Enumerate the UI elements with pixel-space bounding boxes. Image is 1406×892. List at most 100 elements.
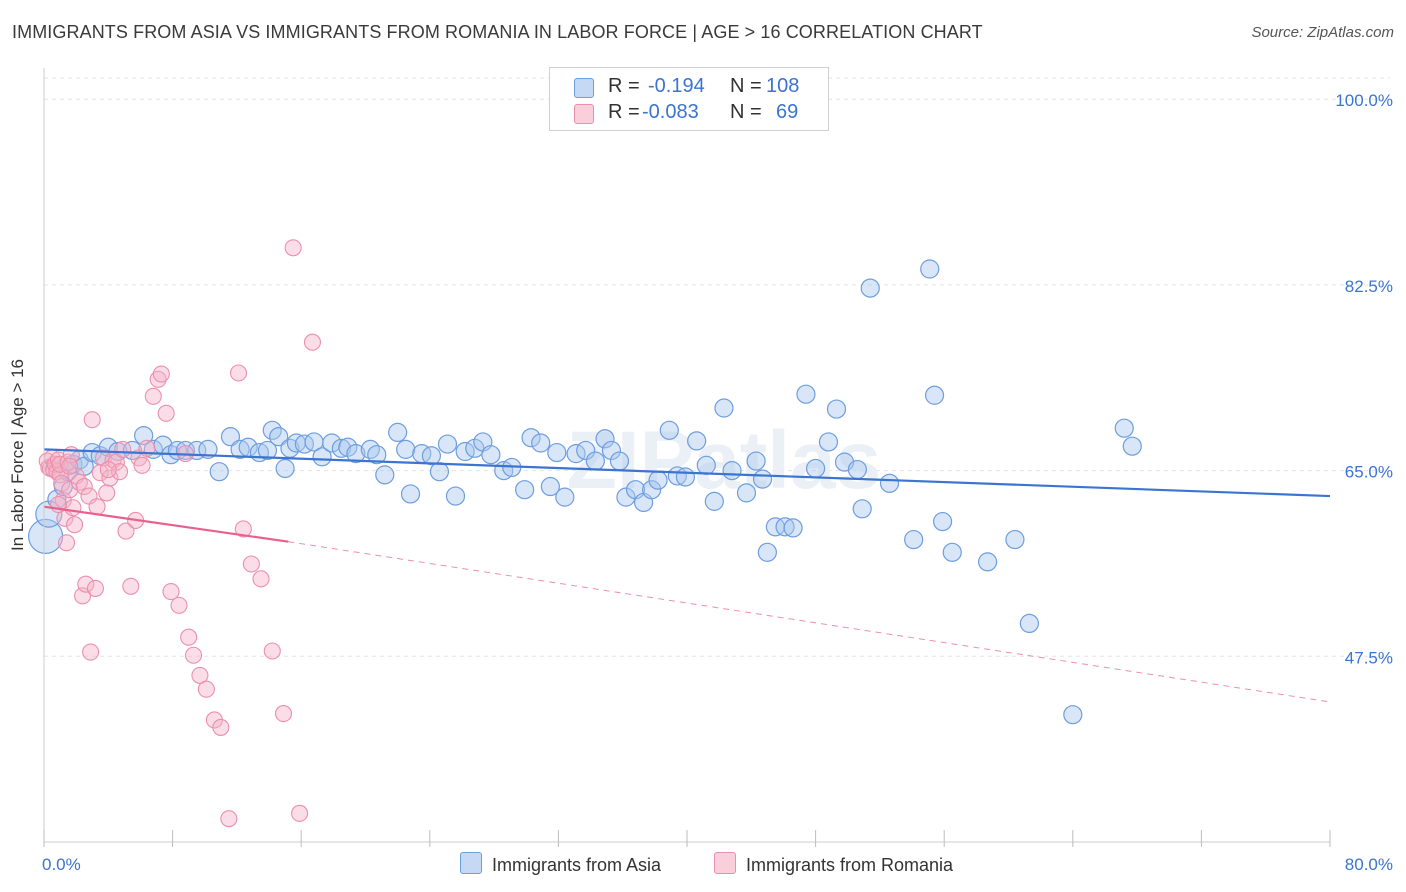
romania-point: [157, 404, 175, 422]
romania-point: [61, 457, 79, 475]
y-tick-label: 100.0%: [1335, 91, 1393, 110]
legend-item-asia: Immigrants from Asia: [460, 852, 661, 876]
romania-n-label: N =: [730, 101, 762, 123]
asia-point: [540, 476, 560, 497]
asia-point: [515, 480, 535, 500]
romania-point: [99, 460, 117, 479]
asia-point: [796, 384, 816, 404]
chart-title: IMMIGRANTS FROM ASIA VS IMMIGRANTS FROM …: [12, 22, 983, 42]
romania-r-label: R =: [608, 101, 640, 123]
romania-point: [83, 411, 101, 429]
asia-point: [421, 446, 442, 466]
romania-trendline-extension: [288, 541, 1331, 703]
asia-point: [696, 455, 716, 475]
x-tick-label: 80.0%: [1345, 855, 1393, 874]
asia-point: [1114, 418, 1134, 438]
asia-n-value: 108: [766, 75, 800, 97]
romania-point: [184, 646, 203, 664]
legend-romania-swatch: [714, 852, 736, 874]
romania-point: [114, 440, 132, 458]
legend-romania-label: Immigrants from Romania: [746, 855, 954, 875]
stats-row-romania: R = -0.083 N = 69: [550, 101, 828, 127]
romania-point: [65, 516, 84, 534]
asia-point: [752, 469, 773, 489]
romania-point: [191, 666, 209, 684]
asia-point: [847, 459, 867, 480]
asia-point: [275, 458, 295, 479]
romania-point: [98, 484, 116, 502]
asia-point: [269, 427, 289, 447]
asia-point: [659, 420, 679, 440]
asia-point: [818, 432, 839, 452]
romania-swatch: [574, 104, 594, 124]
asia-point: [360, 439, 380, 459]
romania-point: [152, 365, 170, 383]
x-tick-label: 0.0%: [42, 855, 81, 874]
asia-point: [932, 511, 953, 532]
asia-point: [209, 462, 229, 482]
asia-point: [481, 445, 501, 465]
asia-point: [852, 499, 872, 519]
asia-point: [547, 442, 567, 463]
asia-point: [609, 451, 630, 471]
asia-point: [757, 542, 777, 562]
romania-point: [101, 469, 119, 487]
y-axis-label: In Labor Force | Age > 16: [8, 358, 27, 552]
asia-point: [346, 444, 366, 464]
asia-point: [312, 447, 332, 467]
asia-point: [648, 470, 668, 490]
romania-point: [57, 534, 76, 552]
romania-point: [234, 520, 252, 538]
romania-point: [86, 579, 104, 597]
asia-point: [616, 487, 636, 507]
asia-point: [904, 529, 924, 550]
stats-box: R = -0.194 N = 108 R = -0.083 N = 69: [549, 67, 829, 131]
asia-point: [375, 465, 395, 485]
romania-point: [274, 705, 293, 723]
asia-point: [437, 434, 458, 454]
asia-r-label: R =: [608, 75, 640, 97]
asia-point: [675, 467, 695, 487]
asia-point: [826, 399, 847, 419]
asia-point: [920, 259, 940, 279]
stats-row-asia: R = -0.194 N = 108: [550, 75, 828, 101]
romania-n-value: 69: [776, 101, 799, 123]
asia-point: [924, 385, 945, 405]
asia-point: [601, 440, 622, 461]
asia-point: [642, 480, 662, 500]
romania-point: [64, 499, 82, 517]
asia-point: [722, 461, 742, 481]
romania-point: [284, 239, 302, 257]
asia-point: [367, 445, 387, 465]
romania-point: [88, 498, 106, 516]
asia-point: [294, 434, 315, 454]
romania-point: [144, 387, 162, 405]
asia-point: [942, 542, 962, 562]
romania-point: [212, 718, 230, 736]
asia-point: [521, 428, 541, 448]
asia-point: [1063, 705, 1083, 725]
asia-point: [704, 491, 724, 511]
asia-point: [1019, 613, 1039, 634]
romania-point: [220, 810, 238, 828]
asia-point: [198, 439, 218, 459]
asia-point: [1122, 436, 1142, 456]
romania-point: [291, 804, 309, 822]
asia-point: [687, 431, 707, 451]
romania-point: [303, 333, 322, 351]
asia-r-value: -0.194: [648, 75, 705, 97]
asia-point: [429, 462, 450, 482]
asia-point: [445, 486, 466, 506]
romania-point: [162, 583, 180, 601]
asia-point: [28, 518, 64, 555]
asia-swatch: [574, 78, 594, 98]
romania-point: [180, 628, 198, 646]
asia-point: [585, 451, 605, 471]
legend-asia-label: Immigrants from Asia: [492, 855, 662, 875]
romania-point: [122, 577, 140, 595]
asia-point: [1005, 529, 1025, 550]
romania-trendline: [43, 505, 289, 543]
romania-point: [197, 680, 215, 698]
romania-r-value: -0.083: [642, 101, 699, 123]
